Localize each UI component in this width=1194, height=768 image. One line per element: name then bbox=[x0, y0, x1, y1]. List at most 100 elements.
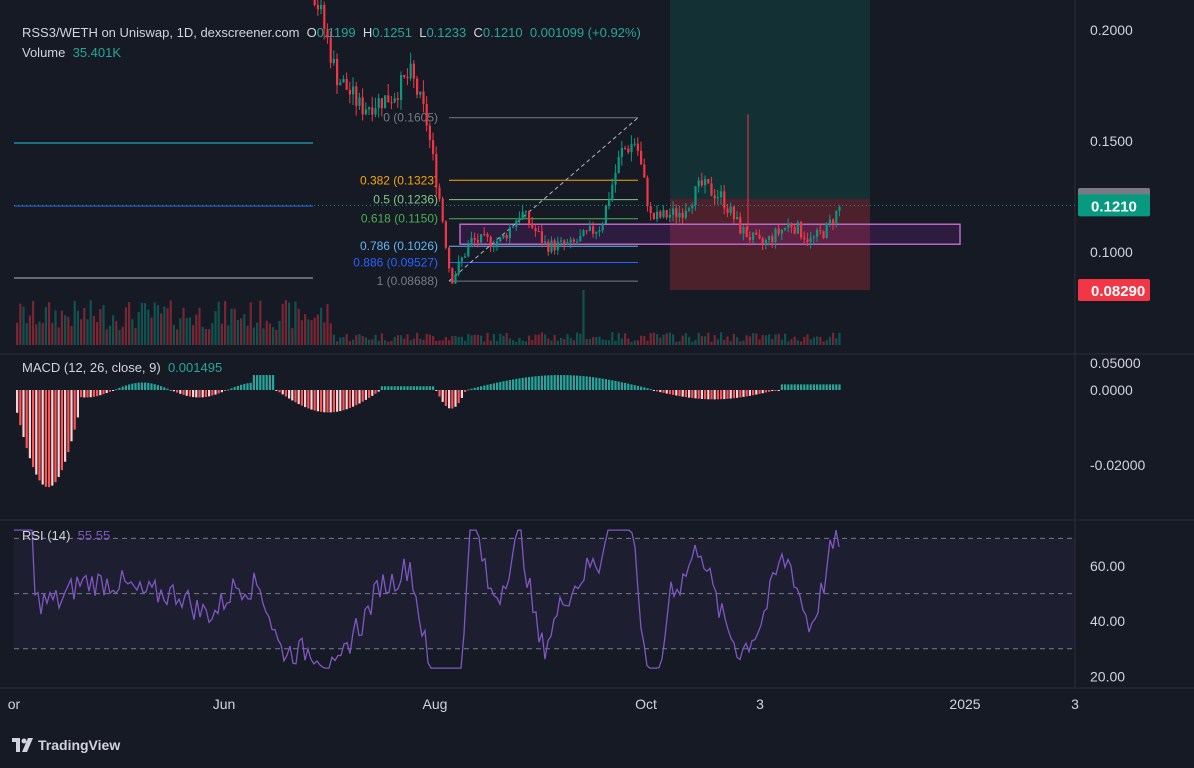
close-value: 0.1210 bbox=[482, 25, 523, 40]
volume-bar bbox=[764, 335, 767, 345]
macd-bar bbox=[41, 390, 44, 485]
candle-body bbox=[656, 211, 659, 220]
symbol-label[interactable]: RSS3/WETH on Uniswap, 1D, dexscreener.co… bbox=[22, 25, 300, 40]
macd-bar bbox=[697, 390, 700, 399]
volume-bar bbox=[614, 340, 617, 345]
candle-body bbox=[400, 75, 403, 100]
volume-bar bbox=[134, 327, 137, 345]
volume-bar bbox=[502, 335, 505, 345]
candle-body bbox=[764, 239, 767, 244]
volume-bar bbox=[761, 334, 764, 345]
macd-bar bbox=[531, 376, 534, 390]
macd-bar bbox=[211, 390, 214, 396]
macd-bar bbox=[403, 386, 406, 390]
macd-bar bbox=[307, 390, 310, 409]
macd-bar bbox=[22, 390, 25, 437]
volume-bar bbox=[428, 334, 431, 345]
macd-bar bbox=[435, 390, 438, 391]
volume-bar bbox=[681, 335, 684, 345]
candle-body bbox=[508, 227, 511, 239]
candle-body bbox=[748, 237, 751, 240]
volume-bar bbox=[768, 334, 771, 345]
macd-bar bbox=[25, 390, 28, 449]
macd-bar bbox=[812, 384, 815, 390]
macd-label[interactable]: MACD (12, 26, close, 9) bbox=[22, 360, 161, 375]
volume-bar bbox=[297, 308, 300, 345]
volume-bar bbox=[777, 333, 780, 345]
volume-bar bbox=[38, 321, 41, 345]
macd-bar bbox=[729, 390, 732, 399]
volume-bar bbox=[76, 310, 79, 345]
volume-bar bbox=[585, 339, 588, 345]
volume-bar bbox=[515, 341, 518, 345]
macd-bar bbox=[716, 390, 719, 400]
volume-bar bbox=[291, 328, 294, 345]
tradingview-logo[interactable]: TradingView bbox=[12, 737, 120, 753]
rsi-label[interactable]: RSI (14) bbox=[22, 528, 71, 543]
volume-bar bbox=[41, 323, 44, 345]
candle-body bbox=[502, 235, 505, 238]
volume-bar bbox=[576, 332, 579, 345]
volume-bar bbox=[643, 335, 646, 345]
candle-body bbox=[688, 208, 691, 211]
price-badge-label: 0.1210 bbox=[1091, 198, 1137, 215]
candle-body bbox=[665, 210, 668, 218]
candle-body bbox=[361, 97, 364, 115]
volume-bar bbox=[716, 339, 719, 345]
volume-bar bbox=[243, 314, 246, 345]
macd-bar bbox=[425, 386, 428, 390]
macd-bar bbox=[467, 389, 470, 391]
macd-bar bbox=[768, 390, 771, 392]
candle-body bbox=[838, 206, 841, 211]
macd-bar bbox=[227, 389, 230, 391]
macd-bar bbox=[684, 390, 687, 398]
macd-bar bbox=[457, 390, 460, 404]
volume-bar bbox=[496, 341, 499, 345]
candle-body bbox=[553, 240, 556, 251]
volume-bar bbox=[809, 339, 812, 345]
candle-body bbox=[630, 144, 633, 153]
macd-bar bbox=[156, 385, 159, 390]
volume-bar bbox=[550, 340, 553, 345]
candle-body bbox=[729, 206, 732, 213]
macd-bar bbox=[144, 382, 147, 390]
volume-bar bbox=[16, 322, 19, 345]
candle-body bbox=[489, 236, 492, 247]
volume-bar bbox=[457, 336, 460, 345]
volume-bar bbox=[758, 339, 761, 345]
candle-body bbox=[460, 257, 463, 262]
volume-bar bbox=[352, 339, 355, 345]
volume-bar bbox=[323, 322, 326, 345]
volume-bar bbox=[617, 333, 620, 345]
macd-bar bbox=[649, 389, 652, 391]
macd-bar bbox=[441, 390, 444, 402]
volume-bar bbox=[467, 334, 470, 345]
volume-bar bbox=[652, 332, 655, 345]
macd-bar bbox=[89, 390, 92, 398]
volume-bar bbox=[697, 332, 700, 345]
macd-bar bbox=[713, 390, 716, 400]
high-value: 0.1251 bbox=[372, 25, 412, 40]
candle-body bbox=[627, 148, 630, 153]
candle-body bbox=[316, 5, 319, 10]
macd-bar bbox=[400, 386, 403, 390]
macd-bar bbox=[374, 390, 377, 394]
volume-bar bbox=[25, 322, 28, 345]
candle-body bbox=[483, 234, 486, 236]
macd-bar bbox=[188, 390, 191, 397]
volume-bar bbox=[185, 318, 188, 345]
volume-bar bbox=[403, 338, 406, 345]
candle-body bbox=[352, 86, 355, 95]
candle-body bbox=[515, 220, 518, 227]
macd-bar bbox=[640, 386, 643, 390]
macd-bar bbox=[176, 390, 179, 393]
macd-bar bbox=[790, 384, 793, 390]
volume-bar bbox=[726, 336, 729, 345]
candle-body bbox=[457, 261, 460, 275]
macd-bar bbox=[595, 377, 598, 390]
macd-bar bbox=[742, 390, 745, 397]
volume-bar bbox=[400, 335, 403, 345]
candle-body bbox=[726, 208, 729, 213]
volume-bar bbox=[51, 322, 54, 345]
